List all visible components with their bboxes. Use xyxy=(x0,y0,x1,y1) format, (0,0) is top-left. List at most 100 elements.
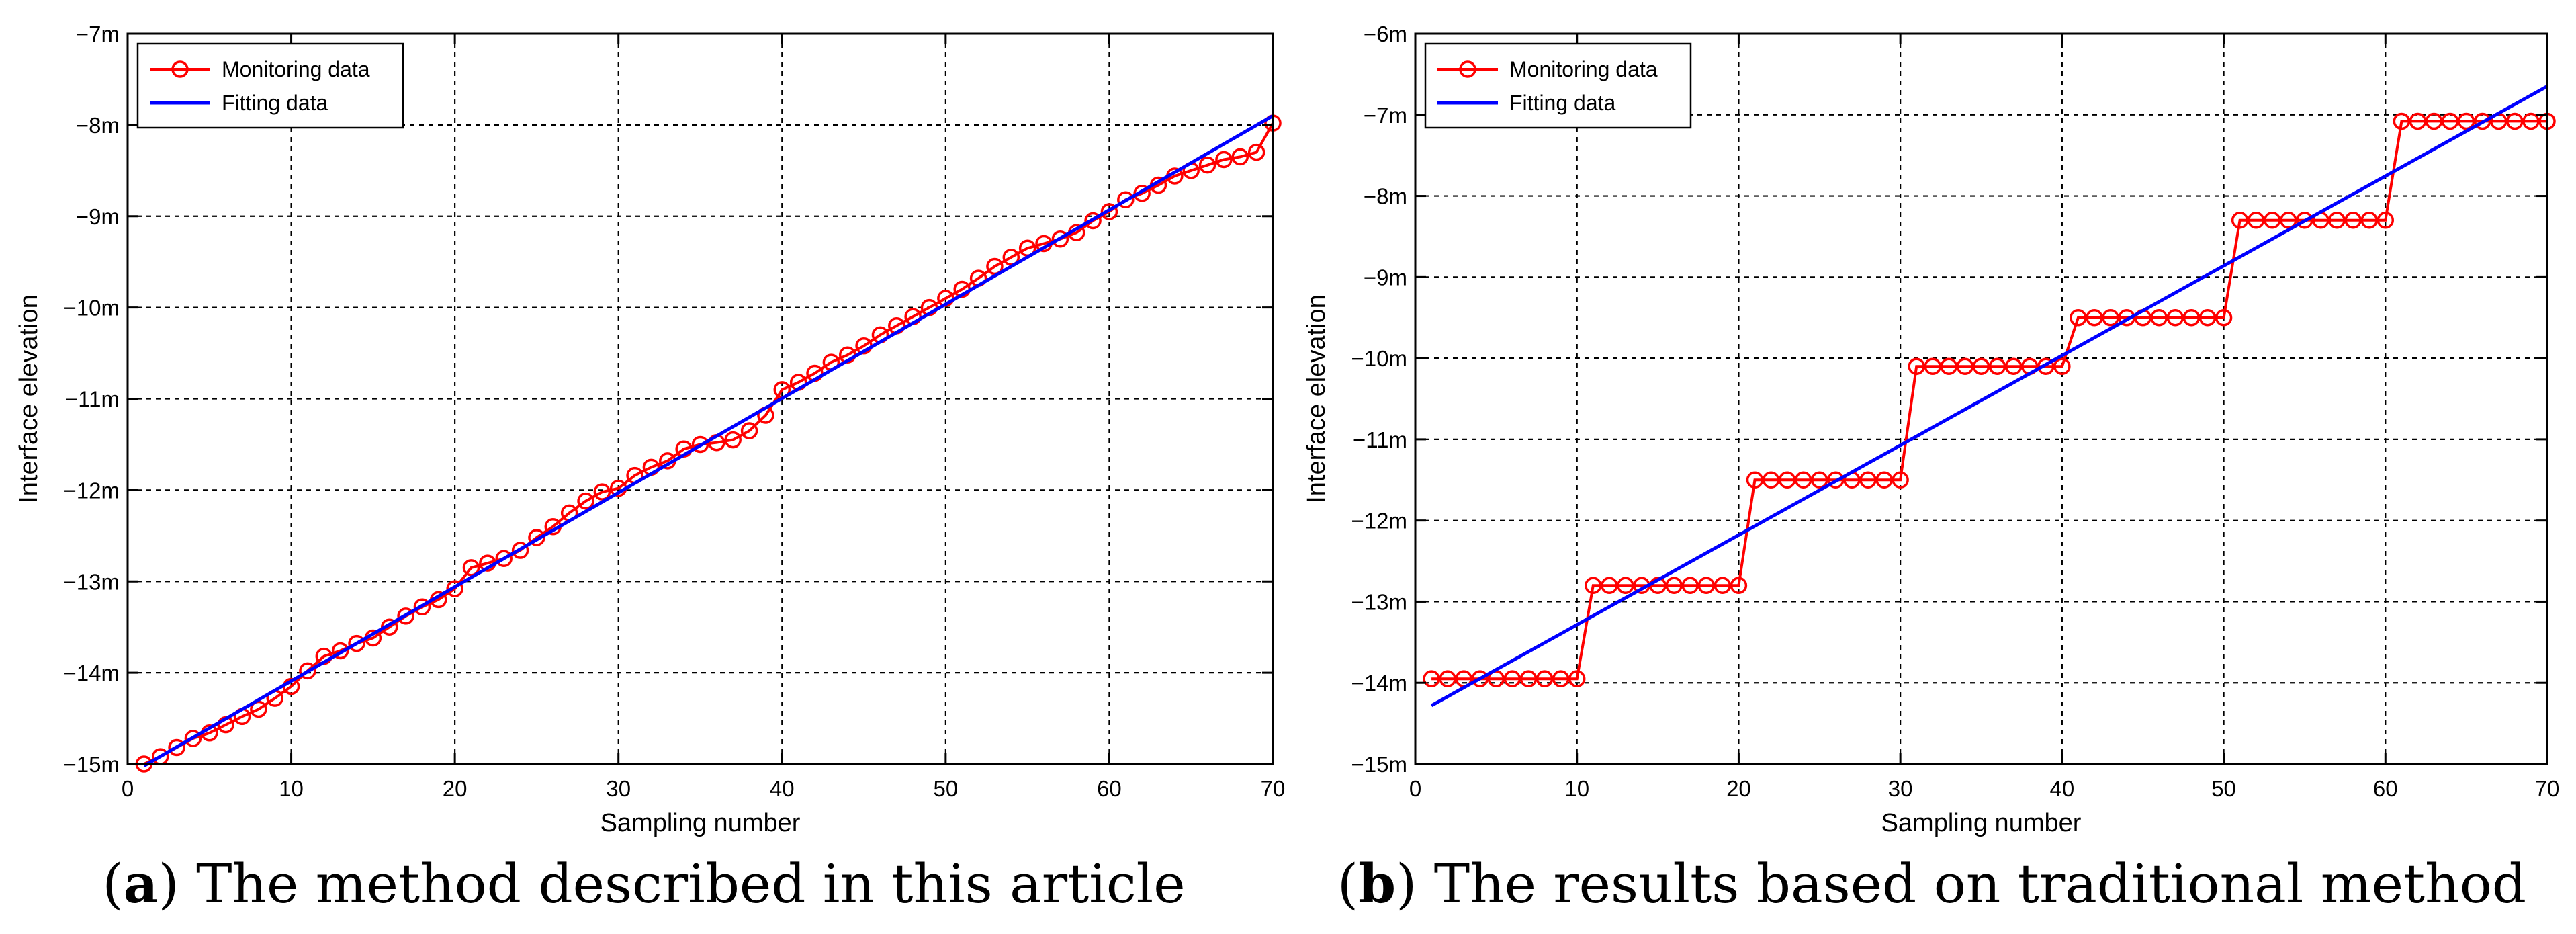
data-point xyxy=(1117,191,1135,209)
data-point xyxy=(724,431,742,449)
data-point xyxy=(1665,577,1683,595)
caption-a: (a) The method described in this article xyxy=(102,852,1186,915)
x-tick-label: 10 xyxy=(1564,776,1589,801)
data-point xyxy=(1536,670,1554,687)
y-tick-label: −13m xyxy=(1351,589,1407,614)
y-tick-label: −8m xyxy=(76,113,120,138)
x-tick-label: 40 xyxy=(2049,776,2074,801)
data-point xyxy=(1084,212,1102,230)
data-point xyxy=(1247,143,1265,161)
axes-frame xyxy=(1414,32,2548,765)
data-point xyxy=(1972,357,1990,375)
data-point xyxy=(331,642,349,660)
data-point xyxy=(2086,308,2103,327)
series-line-2 xyxy=(143,114,1274,767)
data-point xyxy=(1714,577,1732,595)
data-point xyxy=(2004,357,2023,375)
legend-label-1: Monitoring data xyxy=(1509,57,1658,81)
data-point xyxy=(2457,112,2475,130)
data-point xyxy=(2215,308,2233,327)
figure-panel-a: 0 10 20 30 40 50 60 70 −15m −14m −13m −12m −11m −10m −… xyxy=(15,22,1286,915)
legend-box xyxy=(136,42,404,129)
x-axis-label: Sampling number xyxy=(601,809,801,837)
y-tick-label: −7m xyxy=(76,22,120,46)
data-point xyxy=(2166,308,2184,327)
data-point xyxy=(184,730,202,747)
y-tick-label: −9m xyxy=(1364,265,1407,290)
caption-b-text: The results based on traditional method xyxy=(1433,853,2527,915)
data-point xyxy=(511,542,529,559)
figure-panel-b: 0 10 20 30 40 50 60 70 −15m −14m −13m −12m −11m −10m −… xyxy=(1288,0,2576,934)
y-tick-label: −14m xyxy=(1351,671,1407,695)
data-point xyxy=(1924,357,1942,375)
data-point xyxy=(348,634,365,652)
data-point xyxy=(1794,471,1812,489)
data-point xyxy=(2506,112,2524,130)
x-tick-label: 60 xyxy=(1097,776,1122,801)
data-point xyxy=(1859,471,1877,489)
data-point xyxy=(1585,577,1602,595)
legend-label-1: Monitoring data xyxy=(222,57,370,81)
x-tick-label: 50 xyxy=(2211,776,2236,801)
data-point xyxy=(446,580,463,597)
data-point xyxy=(528,529,545,546)
y-tick-label: −12m xyxy=(64,478,120,503)
data-point xyxy=(1439,670,1456,687)
data-point xyxy=(1908,357,1925,375)
x-tick-label: 60 xyxy=(2373,776,2398,801)
x-tick-label: 70 xyxy=(2535,776,2560,801)
x-tick-label: 70 xyxy=(1261,776,1286,801)
y-tick-label: −10m xyxy=(64,296,120,321)
caption-b-label: b xyxy=(1358,852,1396,915)
data-point xyxy=(2296,212,2313,229)
data-point xyxy=(1746,471,1764,489)
data-point xyxy=(2377,212,2395,229)
data-point xyxy=(495,550,513,568)
data-point xyxy=(397,607,414,625)
data-point xyxy=(2102,308,2119,327)
data-point xyxy=(2264,212,2281,229)
data-point xyxy=(1552,670,1570,687)
legend-marker xyxy=(1459,60,1476,78)
y-tick-label: −6m xyxy=(1364,22,1407,46)
y-tick-label: −14m xyxy=(64,661,120,685)
data-point xyxy=(2473,112,2491,130)
data-point xyxy=(1100,203,1118,220)
data-point xyxy=(1503,670,1521,687)
x-tick-label: 10 xyxy=(279,776,304,801)
data-point xyxy=(413,598,431,616)
y-tick-label: −12m xyxy=(1351,509,1407,534)
data-point xyxy=(462,559,480,577)
data-point xyxy=(168,738,185,757)
data-point xyxy=(2150,308,2168,327)
data-point xyxy=(1681,577,1699,595)
x-tick-label: 20 xyxy=(1726,776,1751,801)
y-tick-label: −13m xyxy=(64,569,120,594)
data-point xyxy=(691,435,709,454)
y-tick-label: −7m xyxy=(1364,103,1407,128)
data-point xyxy=(1198,156,1216,174)
y-tick-label: −8m xyxy=(1364,184,1407,209)
data-point xyxy=(1697,577,1716,595)
data-point xyxy=(2360,212,2378,229)
data-point xyxy=(299,662,316,680)
legend-box xyxy=(1424,42,1692,129)
chart-a: 0 10 20 30 40 50 60 70 −15m −14m −13m −12m −11m −10m −… xyxy=(15,22,1286,837)
data-point xyxy=(1778,471,1796,489)
data-point xyxy=(740,422,758,439)
data-point xyxy=(1762,471,1780,489)
legend-label-2: Fitting data xyxy=(1509,91,1616,115)
x-tick-label: 30 xyxy=(1888,776,1913,801)
data-point xyxy=(2393,112,2411,130)
y-tick-label: −11m xyxy=(1353,427,1407,452)
data-point xyxy=(1730,577,1748,595)
y-axis-label: Interface elevation xyxy=(15,294,43,503)
data-point xyxy=(2522,112,2540,130)
caption-b: (b) The results based on traditional met… xyxy=(1337,852,2527,915)
data-point xyxy=(1231,148,1249,166)
data-point xyxy=(1215,151,1233,169)
series-line-2 xyxy=(1430,85,2548,708)
data-point xyxy=(1811,471,1828,489)
x-tick-label: 40 xyxy=(770,776,795,801)
data-point xyxy=(2344,212,2362,229)
